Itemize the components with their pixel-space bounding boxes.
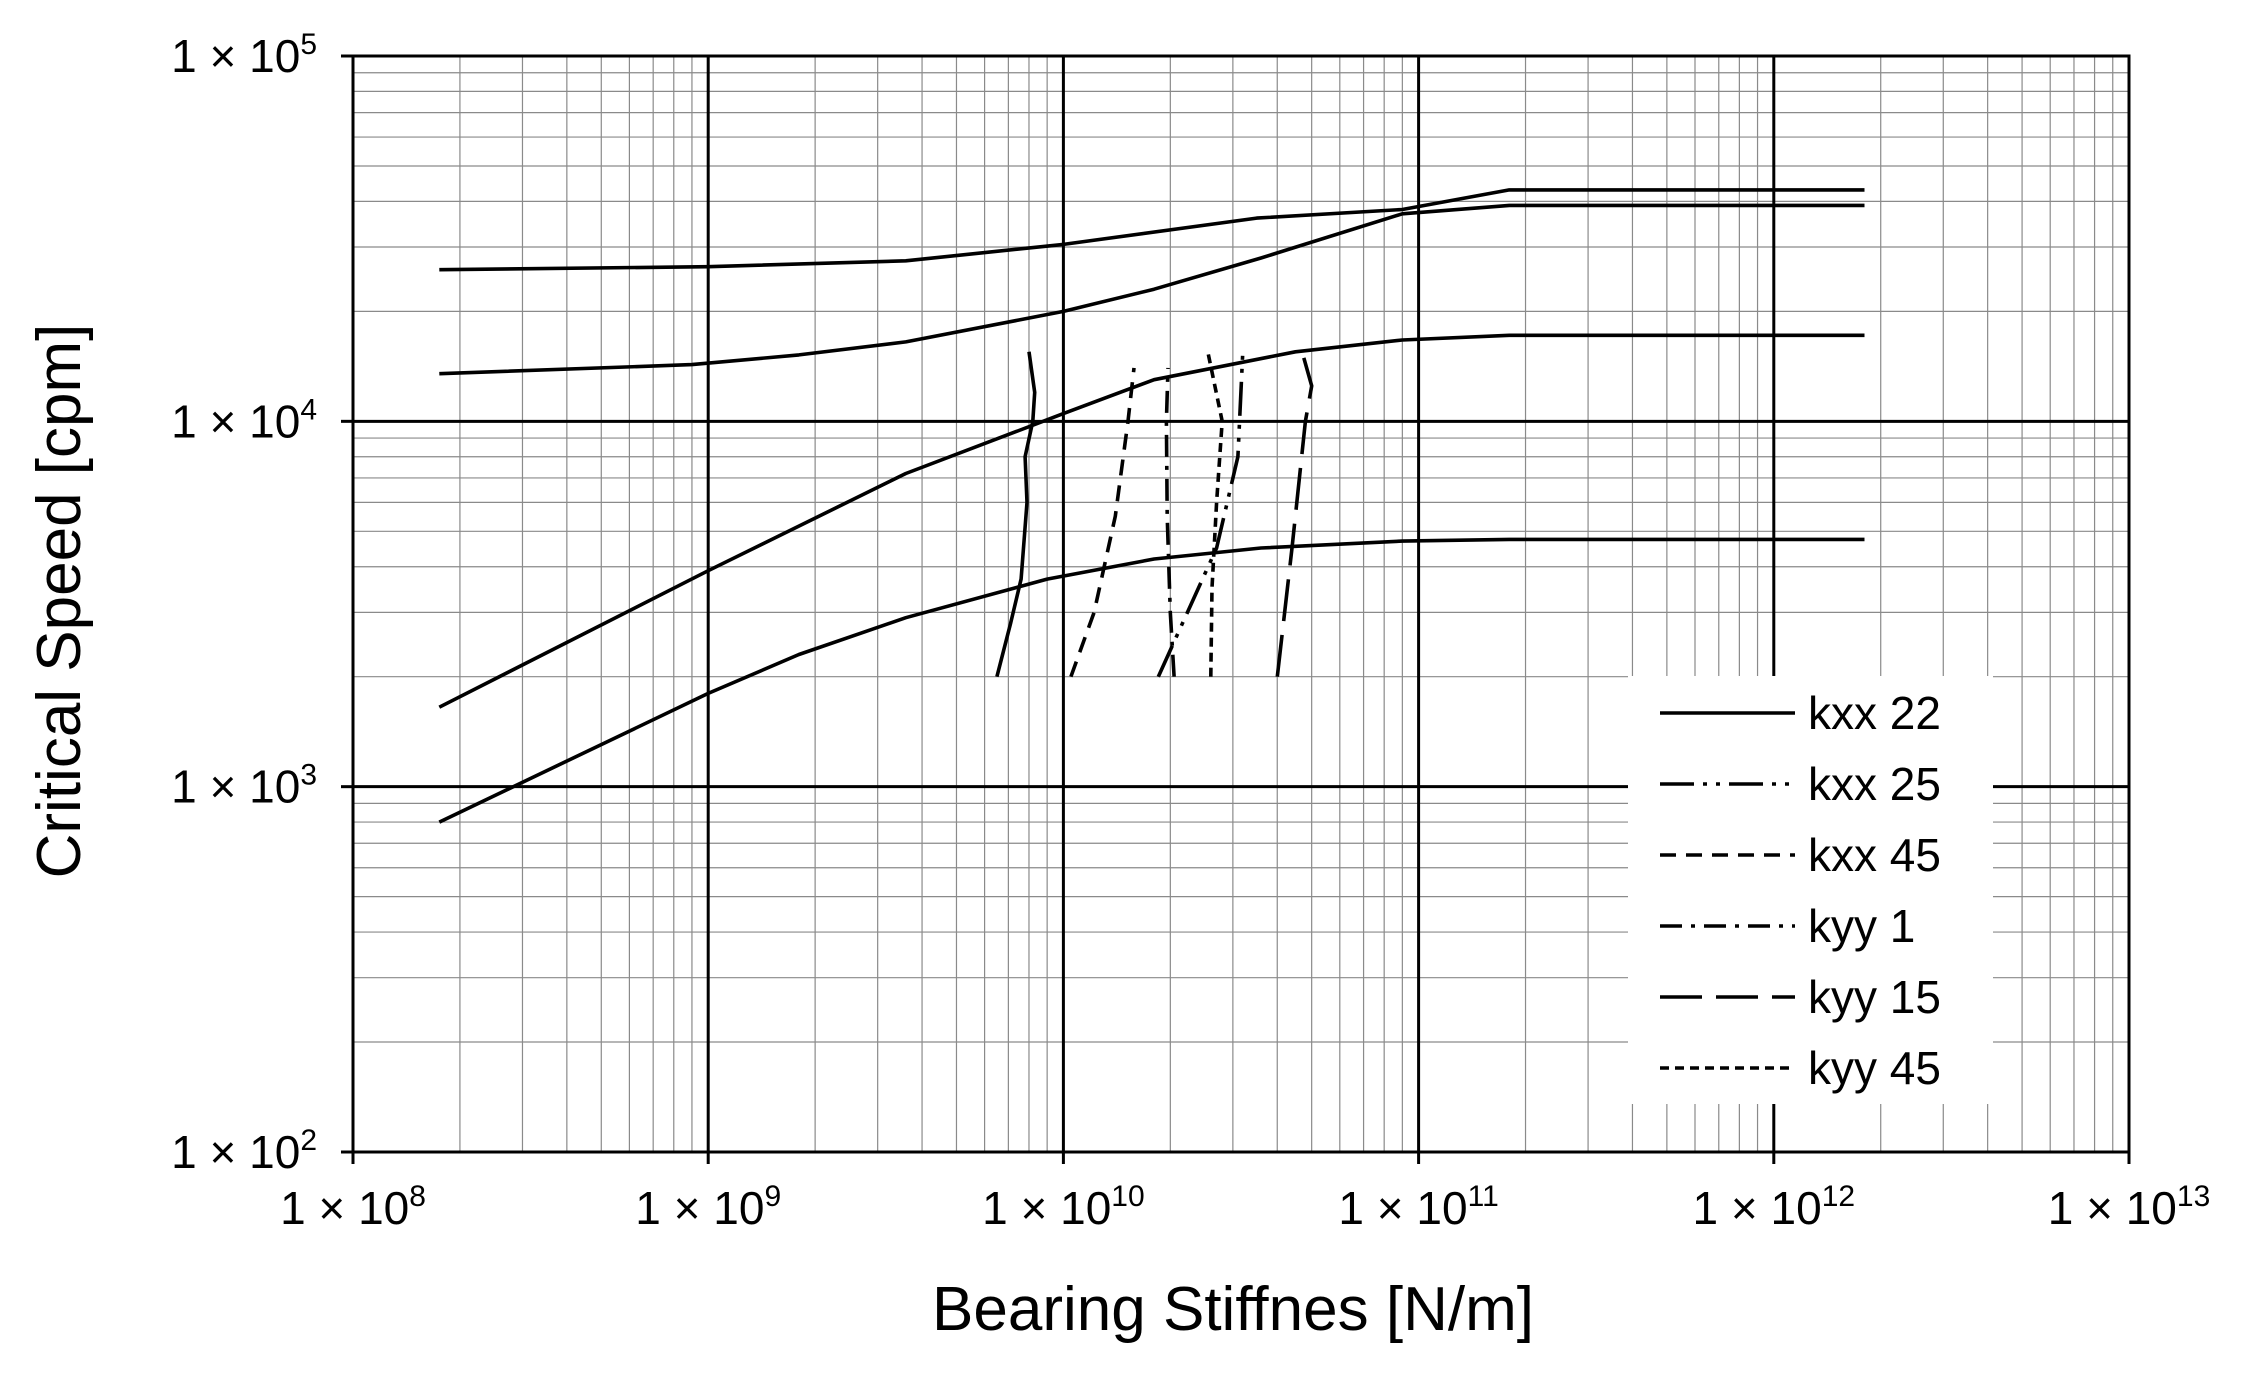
legend-label: kxx 45 xyxy=(1808,829,1941,881)
series-layer xyxy=(438,188,1865,824)
x-tick-label: 1 × 108 xyxy=(280,1180,426,1234)
legend-label: kyy 15 xyxy=(1808,971,1941,1023)
series-line-mode-2 xyxy=(438,333,1865,709)
x-tick-label: 1 × 1013 xyxy=(2048,1180,2211,1234)
legend-label: kyy 1 xyxy=(1808,900,1915,952)
y-tick-label: 1 × 104 xyxy=(171,393,317,447)
y-tick-label: 1 × 102 xyxy=(171,1124,317,1178)
legend: kxx 22 kxx 25 kxx 45 kyy 1 kyy 15 kyy 45 xyxy=(1628,676,1993,1104)
series-line-kxx-25 xyxy=(1156,351,1245,678)
x-axis-label: Bearing Stiffnes [N/m] xyxy=(932,1275,1534,1344)
plot-frame xyxy=(341,54,2131,1164)
x-tick-label: 1 × 1010 xyxy=(982,1180,1145,1234)
legend-label: kxx 22 xyxy=(1808,687,1941,739)
plot-border xyxy=(351,54,2131,1154)
x-tick-labels: 1 × 108 1 × 109 1 × 1010 1 × 1011 1 × 1012 1 … xyxy=(280,1180,2210,1234)
series-line-kxx-22 xyxy=(995,351,1037,678)
series-line-kyy-15 xyxy=(1275,351,1314,677)
x-tick-label: 1 × 1011 xyxy=(1338,1180,1498,1234)
y-tick-label: 1 × 105 xyxy=(171,28,317,82)
x-tick-label: 1 × 109 xyxy=(635,1180,781,1234)
y-axis-label: Critical Speed [cpm] xyxy=(25,324,94,879)
x-tick-label: 1 × 1012 xyxy=(1693,1180,1856,1234)
y-tick-label: 1 × 103 xyxy=(171,759,317,813)
series-line-mode-1 xyxy=(439,203,1865,376)
legend-box xyxy=(1628,676,1993,1104)
legend-label: kyy 45 xyxy=(1808,1042,1941,1094)
series-line-mode-3 xyxy=(438,537,1865,824)
y-tick-labels: 1 × 102 1 × 103 1 × 104 1 × 105 xyxy=(171,28,317,1178)
series-line-kxx-22 xyxy=(439,188,1865,272)
series-line-kxx-45 xyxy=(1069,367,1136,678)
legend-label: kxx 25 xyxy=(1808,758,1941,810)
series-line-kyy-1 xyxy=(1164,367,1176,677)
